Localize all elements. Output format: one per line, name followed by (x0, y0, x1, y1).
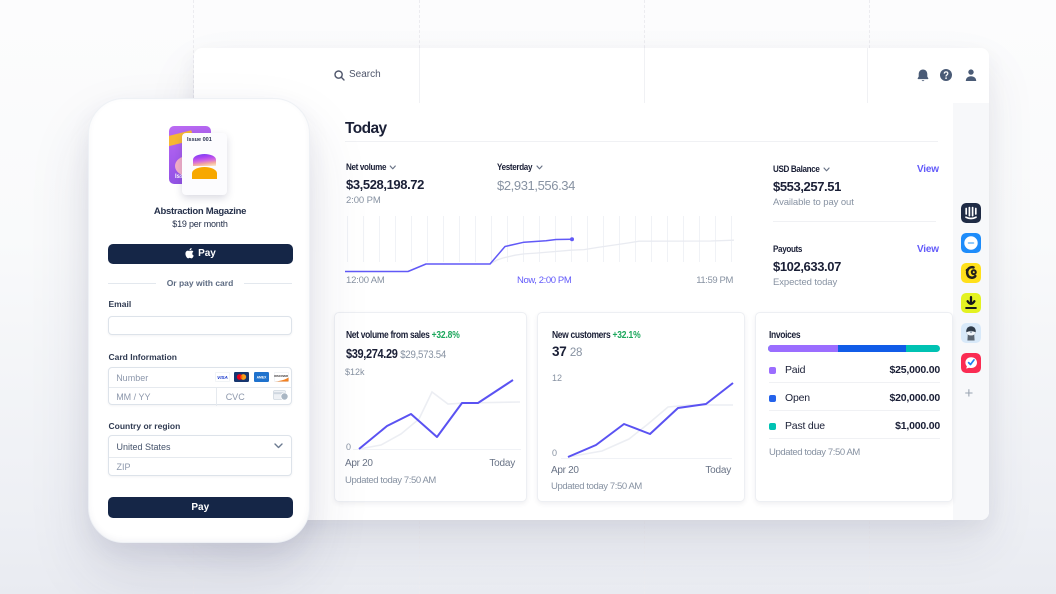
svg-text:VISA: VISA (217, 375, 228, 380)
svg-text:AMEX: AMEX (257, 375, 268, 379)
svg-text:DISCOVER: DISCOVER (274, 374, 288, 378)
